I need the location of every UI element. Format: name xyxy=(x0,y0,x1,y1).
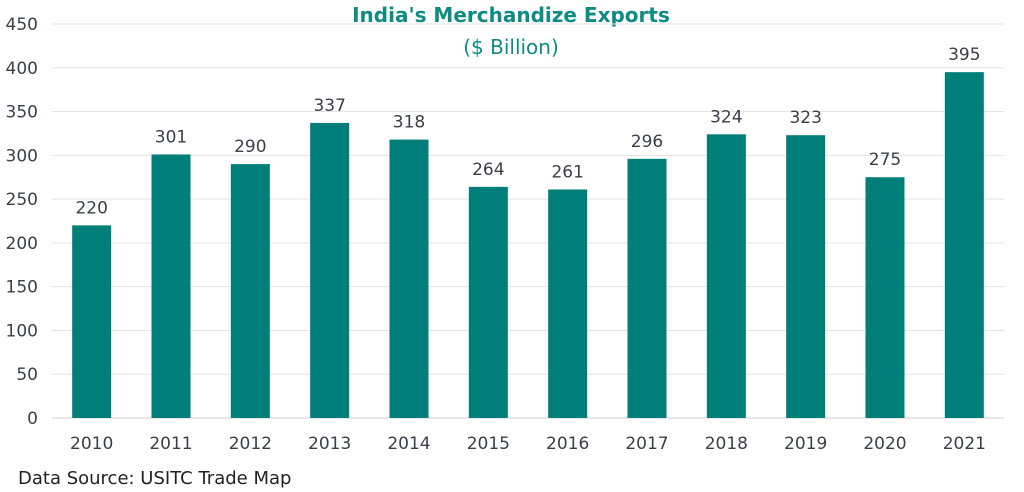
y-axis: 0 50 100 150 200 250 300 350 400 450 xyxy=(6,15,38,429)
bar-2016 xyxy=(548,189,588,418)
x-tick-label-2017: 2017 xyxy=(625,434,668,454)
bar-2021 xyxy=(944,72,984,419)
x-tick-label-2016: 2016 xyxy=(546,434,589,454)
data-label-2017: 296 xyxy=(631,132,663,152)
x-tick-label-2011: 2011 xyxy=(149,434,192,454)
data-label-2013: 337 xyxy=(313,96,345,116)
bar-2018 xyxy=(706,134,746,418)
x-tick-label-2014: 2014 xyxy=(387,434,430,454)
data-label-2020: 275 xyxy=(869,150,901,170)
y-tick-label: 450 xyxy=(6,15,38,35)
bar-2011 xyxy=(151,154,191,419)
x-tick-label-2021: 2021 xyxy=(943,434,986,454)
y-tick-label: 50 xyxy=(16,365,38,385)
y-tick-label: 100 xyxy=(6,321,38,341)
data-label-2015: 264 xyxy=(472,160,504,180)
bar-2013 xyxy=(310,122,350,418)
x-tick-label-2010: 2010 xyxy=(70,434,113,454)
x-tick-label-2013: 2013 xyxy=(308,434,351,454)
data-label-2012: 290 xyxy=(234,137,266,157)
bar-2010 xyxy=(72,225,112,418)
bar-2014 xyxy=(389,139,429,418)
x-tick-label-2018: 2018 xyxy=(705,434,748,454)
bar-2019 xyxy=(786,135,826,418)
y-tick-label: 300 xyxy=(6,146,38,166)
x-tick-label-2019: 2019 xyxy=(784,434,827,454)
bar-chart: India's Merchandize Exports ($ Billion) … xyxy=(6,3,1004,454)
y-tick-label: 350 xyxy=(6,103,38,123)
data-source-note: Data Source: USITC Trade Map xyxy=(18,468,292,489)
x-tick-label-2012: 2012 xyxy=(229,434,272,454)
data-label-2021: 395 xyxy=(948,45,980,65)
data-label-2018: 324 xyxy=(710,107,742,127)
data-label-2010: 220 xyxy=(75,198,107,218)
bars: 220 301 290 337 318 264 261 296 324 323 275 395 xyxy=(72,45,984,419)
y-tick-label: 250 xyxy=(6,190,38,210)
y-tick-label: 200 xyxy=(6,234,38,254)
chart-title: India's Merchandize Exports xyxy=(352,3,670,27)
data-label-2014: 318 xyxy=(393,113,425,133)
x-tick-label-2015: 2015 xyxy=(467,434,510,454)
y-tick-label: 150 xyxy=(6,278,38,298)
bar-2012 xyxy=(230,164,270,418)
y-tick-label: 0 xyxy=(27,409,38,429)
y-tick-label: 400 xyxy=(6,59,38,79)
data-label-2019: 323 xyxy=(789,108,821,128)
data-label-2016: 261 xyxy=(551,162,583,182)
bar-2015 xyxy=(468,186,508,418)
x-tick-label-2020: 2020 xyxy=(863,434,906,454)
gridlines xyxy=(52,23,1004,419)
x-axis: 2010 2011 2012 2013 2014 2015 2016 2017 2018 2019… xyxy=(70,434,986,454)
bar-2020 xyxy=(865,177,905,418)
data-label-2011: 301 xyxy=(155,127,187,147)
bar-2017 xyxy=(627,158,667,418)
chart-subtitle: ($ Billion) xyxy=(463,35,559,59)
